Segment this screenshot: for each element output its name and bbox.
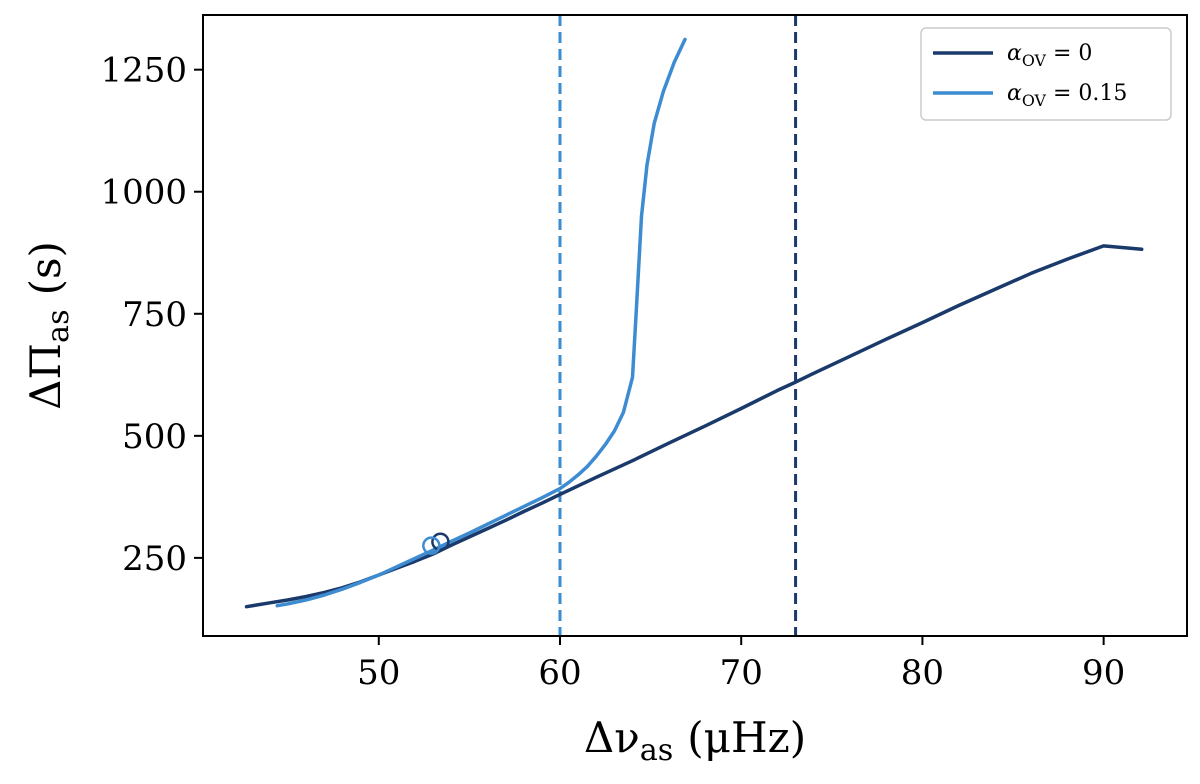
- circle-marker-1: [431, 532, 450, 552]
- x-tick-label-60: 60: [538, 653, 581, 693]
- x-axis-label-sub: as: [640, 733, 674, 768]
- y-axis-label: ΔΠas (s): [21, 241, 76, 410]
- plot-area-frame: [202, 14, 1188, 637]
- y-tick-label-1250: 1250: [100, 51, 187, 91]
- y-tick-label-750: 750: [122, 295, 187, 335]
- y-axis-label-unit: (s): [21, 241, 70, 295]
- y-tick-label-500: 500: [122, 417, 187, 457]
- x-tick-label-50: 50: [357, 653, 400, 693]
- x-tick-label-80: 80: [901, 653, 944, 693]
- y-tick-label-1000: 1000: [100, 173, 187, 213]
- vertical-reference-lines: [558, 15, 798, 636]
- series-line-1: [244, 244, 1144, 609]
- axis-ticks: 50 60 70 80 90 250 500 750 1000 1250: [100, 51, 1125, 693]
- series-line-2: [275, 37, 687, 608]
- x-axis-label: Δνas (μHz): [584, 713, 806, 768]
- x-tick-label-90: 90: [1082, 653, 1125, 693]
- legend-label-1: αOV = 0: [1007, 41, 1092, 70]
- legend-entry-2: αOV = 0.15: [933, 81, 1127, 110]
- legend-box: [920, 27, 1172, 121]
- x-axis-label-main: Δν: [584, 713, 640, 762]
- circle-markers: [422, 532, 450, 555]
- x-axis-label-unit: (μHz): [687, 713, 806, 762]
- legend: αOV = 0 αOV = 0.15: [920, 27, 1172, 121]
- x-tick-label-70: 70: [720, 653, 763, 693]
- y-axis-label-sub: as: [41, 309, 76, 343]
- series-lines: [244, 37, 1144, 609]
- y-tick-label-250: 250: [122, 539, 187, 579]
- circle-marker-2: [422, 536, 441, 555]
- y-axis-label-main: ΔΠ: [21, 343, 70, 410]
- legend-entry-1: αOV = 0: [933, 41, 1092, 70]
- legend-label-2: αOV = 0.15: [1007, 81, 1127, 110]
